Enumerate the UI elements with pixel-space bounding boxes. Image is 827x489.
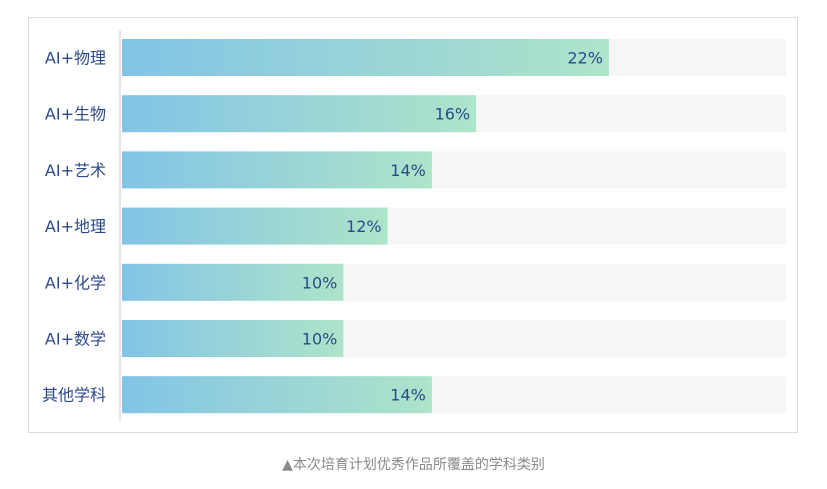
bar bbox=[122, 207, 388, 245]
bar bbox=[122, 320, 344, 357]
value-label: 10% bbox=[302, 273, 338, 292]
category-label: AI+物理 bbox=[45, 49, 106, 68]
category-label: AI+数学 bbox=[45, 330, 106, 349]
category-label: AI+艺术 bbox=[45, 161, 106, 180]
category-label: AI+生物 bbox=[45, 105, 106, 124]
bar-chart: AI+物理 22% AI+生物 16% AI+艺术 14% AI+地理 12% AI+化学 10%… bbox=[42, 30, 786, 422]
bar bbox=[122, 151, 432, 189]
category-label: AI+地理 bbox=[45, 217, 106, 236]
bar bbox=[122, 95, 477, 133]
category-label: 其他学科 bbox=[42, 386, 106, 405]
chart-caption: ▲本次培育计划优秀作品所覆盖的学科类别 bbox=[282, 457, 545, 473]
value-label: 14% bbox=[390, 386, 426, 405]
value-label: 10% bbox=[302, 330, 338, 349]
value-label: 16% bbox=[435, 105, 471, 124]
value-label: 22% bbox=[567, 49, 603, 68]
bar bbox=[122, 376, 432, 414]
category-label: AI+化学 bbox=[45, 273, 106, 292]
chart-frame: AI+物理 22% AI+生物 16% AI+艺术 14% AI+地理 12% AI+化学 10%… bbox=[28, 17, 798, 433]
value-label: 14% bbox=[390, 161, 426, 180]
bar bbox=[122, 263, 344, 301]
value-label: 12% bbox=[346, 217, 382, 236]
bar bbox=[122, 39, 609, 76]
